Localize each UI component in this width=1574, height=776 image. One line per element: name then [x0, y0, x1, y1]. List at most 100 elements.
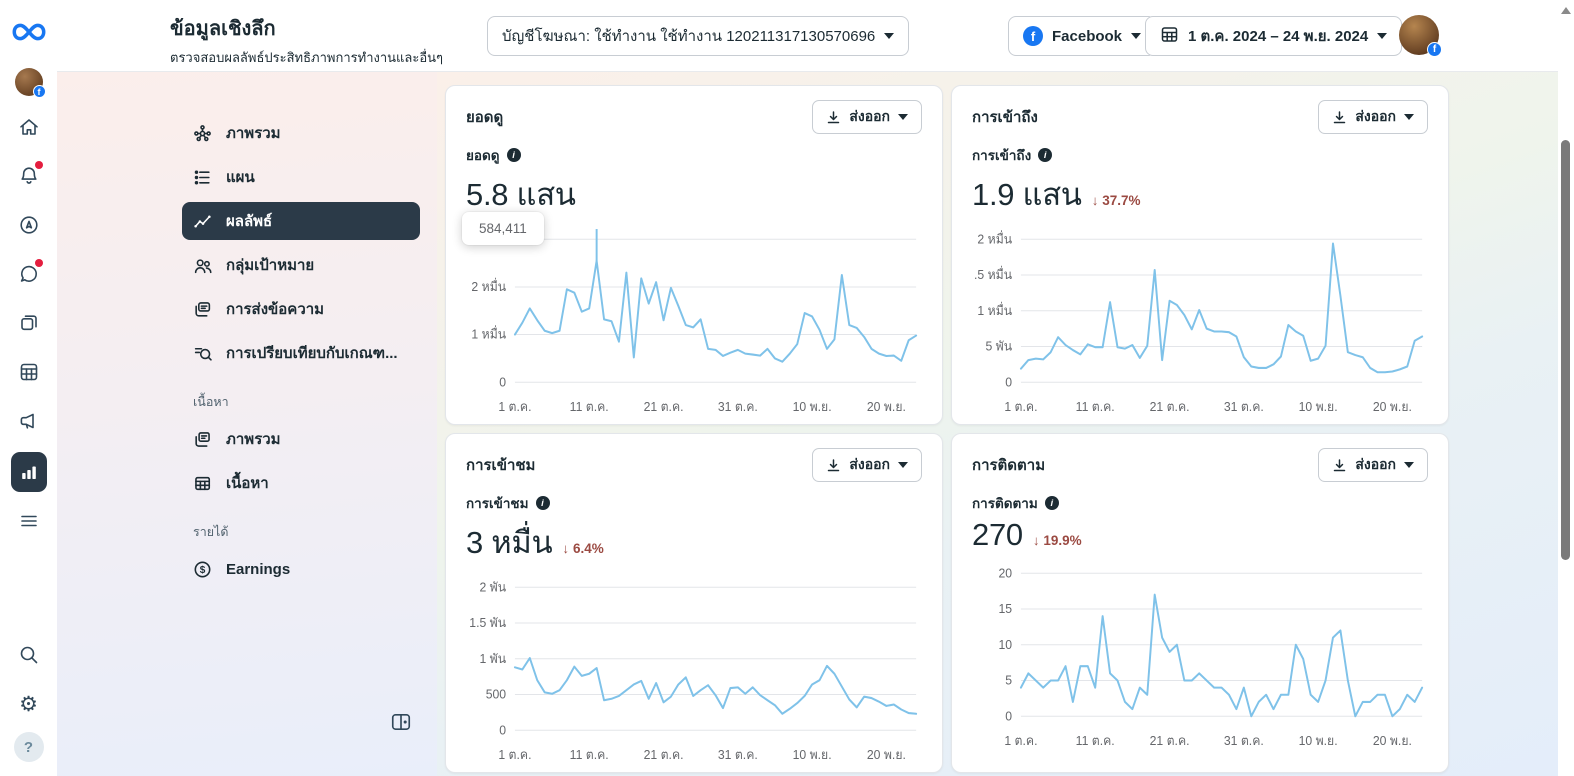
platform-dropdown[interactable]: f Facebook	[1008, 16, 1157, 56]
svg-text:1 ต.ค.: 1 ต.ค.	[498, 748, 531, 762]
sidebar-item-benchmarking[interactable]: การเปรียบเทียบกับเกณฑ...	[182, 334, 420, 372]
chevron-down-icon	[1131, 33, 1142, 39]
messages-icon[interactable]	[11, 256, 47, 292]
metric-delta: ↓ 6.4%	[562, 541, 604, 556]
svg-text:2 หมื่น: 2 หมื่น	[471, 278, 506, 294]
insights-icon[interactable]	[10, 452, 47, 492]
settings-gear-icon[interactable]: ⚙	[11, 686, 47, 722]
metric-value: 5.8 แสน	[466, 177, 576, 212]
app-rail: f ⚙ ?	[0, 0, 57, 776]
overview-nodes-icon	[194, 124, 211, 141]
svg-text:21 ต.ค.: 21 ต.ค.	[644, 748, 684, 762]
info-icon[interactable]: i	[506, 148, 521, 162]
facebook-badge-icon: f	[32, 85, 46, 98]
metric-label: การเข้าถึง	[972, 148, 1032, 163]
svg-text:1 หมื่น: 1 หมื่น	[471, 325, 506, 341]
sidebar-item-audience[interactable]: กลุ่มเป้าหมาย	[182, 246, 420, 284]
export-button[interactable]: ส่งออก	[1318, 100, 1428, 134]
svg-text:1 หมื่น: 1 หมื่น	[977, 302, 1012, 318]
svg-text:5: 5	[1005, 673, 1012, 687]
card-title: การเข้าถึง	[972, 109, 1038, 126]
visits-card: การเข้าชม ส่งออก การเข้าชม i 3 หมื่น ↓ 6…	[445, 433, 943, 773]
export-label: ส่งออก	[1355, 456, 1396, 472]
sidebar-item-label: กลุ่มเป้าหมาย	[226, 257, 315, 274]
svg-text:10 พ.ย.: 10 พ.ย.	[1299, 734, 1338, 748]
sidebar-item-content-overview[interactable]: ภาพรวม	[182, 420, 420, 458]
sidebar-item-messaging[interactable]: การส่งข้อความ	[182, 290, 420, 328]
collapse-sidebar-icon[interactable]	[388, 710, 414, 736]
user-avatar[interactable]: f	[1399, 15, 1442, 57]
sidebar-item-earnings[interactable]: $ Earnings	[182, 550, 420, 588]
dollar-circle-icon: $	[194, 561, 211, 577]
svg-text:20 พ.ย.: 20 พ.ย.	[1373, 400, 1412, 414]
sidebar-item-plan[interactable]: แผน	[182, 158, 420, 196]
insights-content: ยอดดู ส่งออก ยอดดู i 5.8 แสน 0 1 หมื่น 2 ห…	[437, 72, 1558, 776]
ads-megaphone-icon[interactable]	[11, 403, 47, 439]
metric-value: 270	[972, 517, 1023, 552]
chevron-down-icon	[884, 33, 895, 39]
sidebar-item-results[interactable]: ผลลัพธ์	[182, 202, 420, 240]
scroll-up-arrow-icon[interactable]	[1561, 7, 1571, 14]
info-icon[interactable]: i	[535, 496, 550, 510]
meta-logo-icon[interactable]	[10, 10, 48, 50]
svg-text:20 พ.ย.: 20 พ.ย.	[1373, 734, 1412, 748]
reach-card: การเข้าถึง ส่งออก การเข้าถึง i 1.9 แสน ↓…	[951, 85, 1449, 425]
chevron-down-icon	[1377, 33, 1388, 39]
scrollbar-thumb[interactable]	[1561, 140, 1570, 560]
svg-text:1 ต.ค.: 1 ต.ค.	[1004, 400, 1037, 414]
ads-boost-icon[interactable]	[11, 207, 47, 243]
ad-account-dropdown[interactable]: บัญชีโฆษณา: ใช้ทำงาน ใช้ทำงาน 1202113171…	[487, 16, 910, 56]
profile-avatar[interactable]: f	[14, 68, 46, 98]
sidebar-item-overview[interactable]: ภาพรวม	[182, 114, 420, 152]
message-dot	[34, 259, 43, 267]
export-button[interactable]: ส่งออก	[812, 448, 922, 482]
plan-list-icon	[194, 169, 210, 185]
top-bar: ข้อมูลเชิงลึก ตรวจสอบผลลัพธ์ประสิทธิภาพก…	[57, 0, 1574, 72]
svg-text:.5 หมื่น: .5 หมื่น	[974, 266, 1013, 282]
info-icon[interactable]: i	[1044, 496, 1059, 510]
views-chart[interactable]: 01 หมื่น2 หมื่น3 หมื่น1 ต.ค.11 ต.ค.21 ต.…	[466, 227, 922, 419]
svg-text:10 พ.ย.: 10 พ.ย.	[793, 748, 832, 762]
export-button[interactable]: ส่งออก	[812, 100, 922, 134]
follows-chart[interactable]: 0 5 10 15 20 1 ต.ค. 11 ต.ค. 21 ต.ค. 31 ต.ค. 10 พ.…	[972, 561, 1428, 753]
card-title: ยอดดู	[466, 109, 504, 126]
svg-text:0: 0	[1005, 375, 1012, 389]
planner-icon[interactable]	[11, 354, 47, 390]
svg-text:1 พัน: 1 พัน	[479, 652, 506, 666]
sidebar-item-content[interactable]: เนื้อหา	[182, 464, 420, 502]
info-icon[interactable]: i	[1038, 148, 1053, 162]
notification-dot	[34, 161, 43, 169]
section-label-content: เนื้อหา	[193, 395, 229, 409]
date-range-picker[interactable]: 1 ต.ค. 2024 – 24 พ.ย. 2024	[1145, 16, 1403, 56]
chart-tooltip: 584,411	[462, 212, 544, 245]
metric-value: 1.9 แสน	[972, 177, 1082, 212]
metric-value: 3 หมื่น	[466, 525, 553, 560]
calendar-icon	[1160, 25, 1179, 48]
svg-text:10 พ.ย.: 10 พ.ย.	[1299, 400, 1338, 414]
date-range-label: 1 ต.ค. 2024 – 24 พ.ย. 2024	[1188, 28, 1369, 45]
svg-text:31 ต.ค.: 31 ต.ค.	[1224, 734, 1264, 748]
svg-text:11 ต.ค.: 11 ต.ค.	[1076, 734, 1115, 748]
svg-text:10: 10	[999, 638, 1013, 652]
svg-text:1.5 พัน: 1.5 พัน	[469, 616, 506, 630]
svg-text:11 ต.ค.: 11 ต.ค.	[570, 400, 609, 414]
download-icon	[1334, 458, 1346, 471]
export-button[interactable]: ส่งออก	[1318, 448, 1428, 482]
sidebar-item-label: Earnings	[226, 560, 291, 578]
reach-chart[interactable]: 0 5 พัน 1 หมื่น .5 หมื่น 2 หมื่น 1 ต.ค. 11 ต.ค…	[972, 227, 1428, 419]
photos-icon	[195, 431, 210, 447]
more-menu-icon[interactable]	[11, 503, 47, 539]
facebook-logo-icon: f	[1023, 26, 1043, 46]
facebook-badge-icon: f	[1427, 42, 1442, 57]
search-icon[interactable]	[11, 637, 47, 673]
help-icon[interactable]: ?	[13, 732, 44, 762]
chevron-down-icon	[1404, 462, 1414, 468]
pages-icon[interactable]	[11, 305, 47, 341]
visits-chart[interactable]: 0 500 1 พัน 1.5 พัน 2 พัน 1 ต.ค. 11 ต.ค. 21 ต.ค…	[466, 575, 922, 767]
notifications-icon[interactable]	[11, 158, 47, 194]
home-icon[interactable]	[11, 109, 47, 145]
ad-account-label: บัญชีโฆษณา: ใช้ทำงาน ใช้ทำงาน 1202113171…	[502, 28, 876, 45]
views-card: ยอดดู ส่งออก ยอดดู i 5.8 แสน 0 1 หมื่น 2 ห…	[445, 85, 943, 425]
insights-sidebar: ภาพรวม แผน ผลลัพธ์ กลุ่มเป้าหมาย การส่งข…	[57, 72, 437, 776]
svg-text:21 ต.ค.: 21 ต.ค.	[644, 400, 684, 414]
